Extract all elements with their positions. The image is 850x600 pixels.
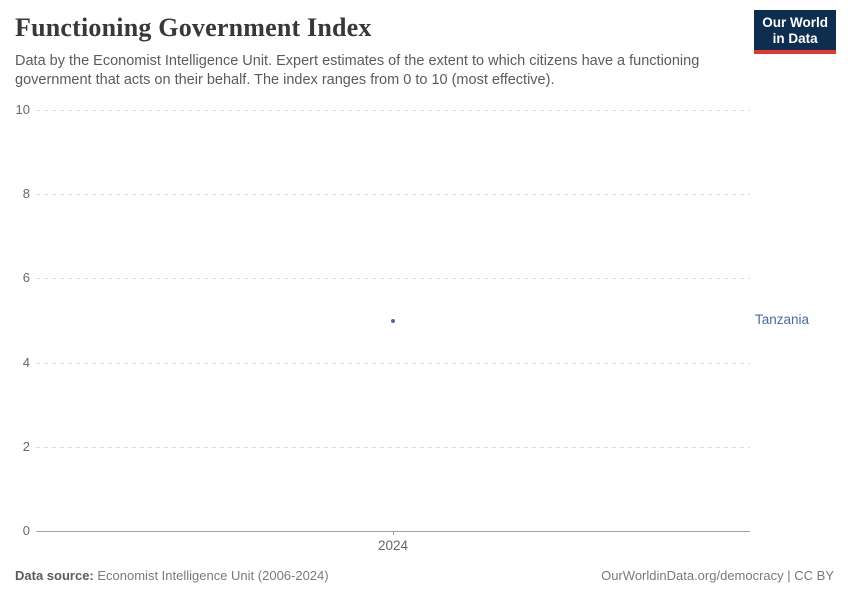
x-tick-label-2024: 2024 bbox=[377, 538, 409, 553]
entity-label-tanzania[interactable]: Tanzania bbox=[755, 311, 810, 327]
plot-area: 0 2 4 6 8 10 2024 Tanzania bbox=[16, 102, 810, 553]
data-source-label: Data source: bbox=[15, 568, 94, 583]
chart-subtitle: Data by the Economist Intelligence Unit.… bbox=[15, 53, 700, 88]
owid-logo-line2: in Data bbox=[772, 30, 818, 46]
gridline-2 bbox=[36, 446, 750, 448]
chart-footer: Data source: Economist Intelligence Unit… bbox=[15, 568, 834, 583]
x-tick-mark-2024 bbox=[393, 531, 394, 535]
gridline-4 bbox=[36, 362, 750, 364]
chart-title: Functioning Government Index bbox=[15, 13, 372, 42]
y-tick-label-6: 6 bbox=[22, 270, 30, 286]
rights-note: OurWorldinData.org/democracy | CC BY bbox=[601, 568, 834, 583]
y-tick-label-2: 2 bbox=[22, 438, 30, 454]
y-tick-label-4: 4 bbox=[22, 354, 30, 370]
y-tick-label-8: 8 bbox=[22, 186, 30, 202]
owid-logo-line1: Our World bbox=[762, 15, 828, 30]
data-point-tanzania[interactable] bbox=[391, 318, 395, 323]
data-source-text: Economist Intelligence Unit (2006-2024) bbox=[93, 568, 329, 583]
owid-logo[interactable]: Our World in Data bbox=[754, 10, 836, 54]
y-tick-label-10: 10 bbox=[15, 102, 30, 117]
gridline-6 bbox=[36, 278, 750, 280]
gridline-10 bbox=[36, 110, 750, 111]
data-source-note: Data source: Economist Intelligence Unit… bbox=[15, 568, 329, 583]
y-tick-label-0: 0 bbox=[22, 523, 30, 538]
gridline-8 bbox=[36, 194, 750, 196]
